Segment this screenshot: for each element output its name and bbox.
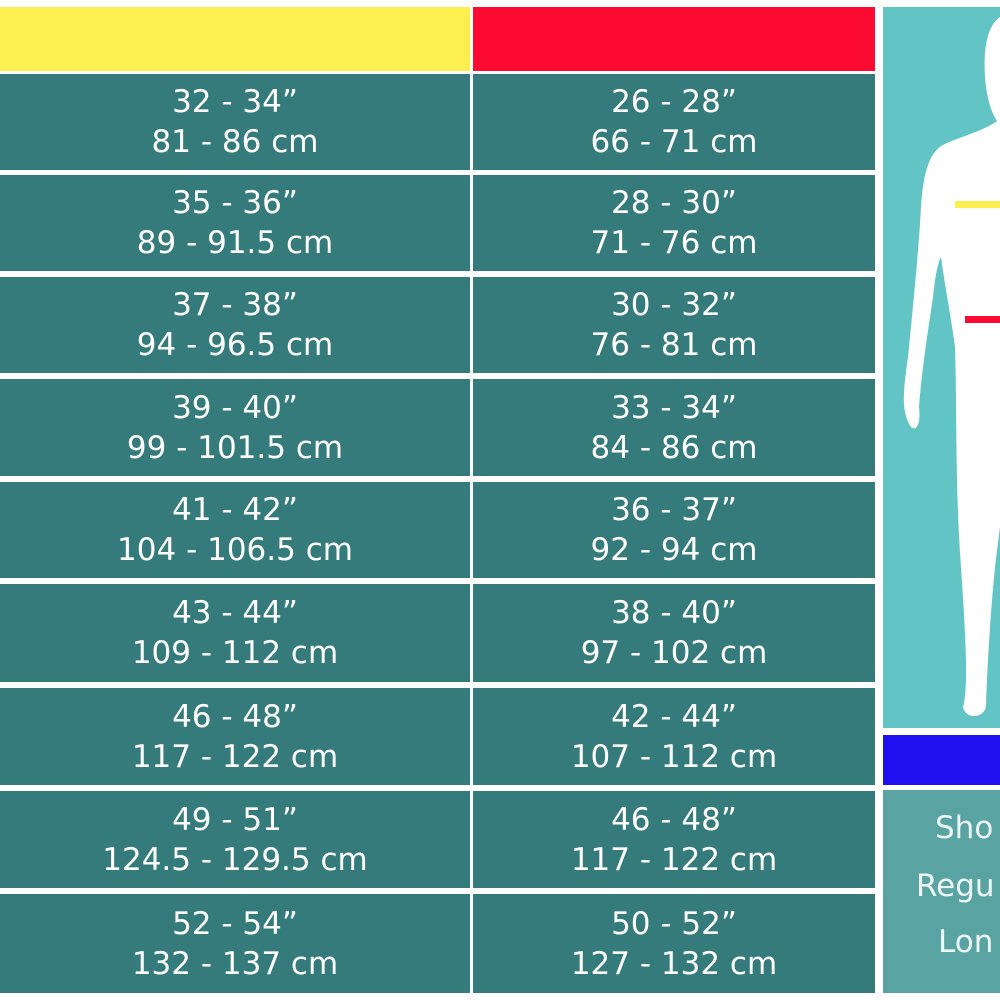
chest-size-cell: 49 - 51” 124.5 - 129.5 cm — [0, 791, 470, 888]
leg-length-panel: Sho Regu Lon — [883, 790, 1000, 993]
chest-cm: 132 - 137 cm — [131, 945, 339, 982]
waist-cm: 84 - 86 cm — [590, 429, 758, 466]
chest-cm: 124.5 - 129.5 cm — [102, 841, 368, 878]
chest-cm: 89 - 91.5 cm — [136, 225, 334, 261]
waist-size-cell: 33 - 34” 84 - 86 cm — [473, 379, 875, 476]
waist-inches: 50 - 52” — [611, 905, 737, 942]
chest-header — [0, 7, 470, 71]
chest-inches: 39 - 40” — [172, 389, 298, 426]
chest-cm: 117 - 122 cm — [131, 738, 339, 775]
leg-length-short: Sho — [935, 810, 994, 846]
body-figure-panel — [883, 7, 1000, 728]
chest-inches: 35 - 36” — [172, 185, 298, 221]
waist-cm: 107 - 112 cm — [570, 738, 778, 775]
leg-length-long: Lon — [938, 924, 994, 960]
waist-size-cell: 36 - 37” 92 - 94 cm — [473, 482, 875, 578]
chest-inches: 46 - 48” — [172, 698, 298, 735]
leg-header — [883, 735, 1000, 785]
chest-inches: 52 - 54” — [172, 905, 298, 942]
waist-inches: 42 - 44” — [611, 698, 737, 735]
waist-inches: 36 - 37” — [611, 492, 737, 528]
chest-size-cell: 37 - 38” 94 - 96.5 cm — [0, 277, 470, 373]
chest-inches: 32 - 34” — [172, 84, 298, 120]
waist-inches: 26 - 28” — [611, 84, 737, 120]
waist-inches: 46 - 48” — [611, 801, 737, 838]
chest-size-cell: 43 - 44” 109 - 112 cm — [0, 584, 470, 682]
chest-size-cell: 39 - 40” 99 - 101.5 cm — [0, 379, 470, 476]
waist-header — [473, 7, 875, 71]
waist-inches: 38 - 40” — [611, 595, 737, 631]
leg-length-regular: Regu — [916, 868, 995, 904]
waist-size-cell: 50 - 52” 127 - 132 cm — [473, 894, 875, 993]
waist-inches: 28 - 30” — [611, 185, 737, 221]
chest-size-cell: 35 - 36” 89 - 91.5 cm — [0, 175, 470, 271]
body-figure-icon — [903, 17, 1000, 716]
chest-inches: 49 - 51” — [172, 801, 298, 838]
waist-cm: 117 - 122 cm — [570, 841, 778, 878]
waist-size-cell: 42 - 44” 107 - 112 cm — [473, 688, 875, 785]
chest-size-cell: 41 - 42” 104 - 106.5 cm — [0, 482, 470, 578]
chest-cm: 99 - 101.5 cm — [126, 429, 344, 466]
chest-inches: 43 - 44” — [172, 595, 298, 631]
waist-inches: 33 - 34” — [611, 389, 737, 426]
waist-cm: 76 - 81 cm — [590, 327, 758, 363]
chest-size-cell: 32 - 34” 81 - 86 cm — [0, 74, 470, 170]
waist-size-cell: 26 - 28” 66 - 71 cm — [473, 74, 875, 170]
chest-cm: 109 - 112 cm — [131, 635, 339, 671]
chest-cm: 94 - 96.5 cm — [136, 327, 334, 363]
chest-cm: 104 - 106.5 cm — [117, 532, 353, 568]
waist-size-cell: 38 - 40” 97 - 102 cm — [473, 584, 875, 682]
chest-marker — [955, 201, 1000, 208]
chest-inches: 41 - 42” — [172, 492, 298, 528]
waist-size-cell: 30 - 32” 76 - 81 cm — [473, 277, 875, 373]
waist-cm: 71 - 76 cm — [590, 225, 758, 261]
chest-size-cell: 52 - 54” 132 - 137 cm — [0, 894, 470, 993]
waist-cm: 97 - 102 cm — [580, 635, 768, 671]
waist-inches: 30 - 32” — [611, 287, 737, 323]
waist-cm: 92 - 94 cm — [590, 532, 758, 568]
waist-cm: 127 - 132 cm — [570, 945, 778, 982]
waist-cm: 66 - 71 cm — [590, 124, 758, 160]
chest-inches: 37 - 38” — [172, 287, 298, 323]
waist-marker — [965, 316, 1000, 323]
waist-size-cell: 28 - 30” 71 - 76 cm — [473, 175, 875, 271]
chest-size-cell: 46 - 48” 117 - 122 cm — [0, 688, 470, 785]
chest-cm: 81 - 86 cm — [151, 124, 319, 160]
waist-size-cell: 46 - 48” 117 - 122 cm — [473, 791, 875, 888]
